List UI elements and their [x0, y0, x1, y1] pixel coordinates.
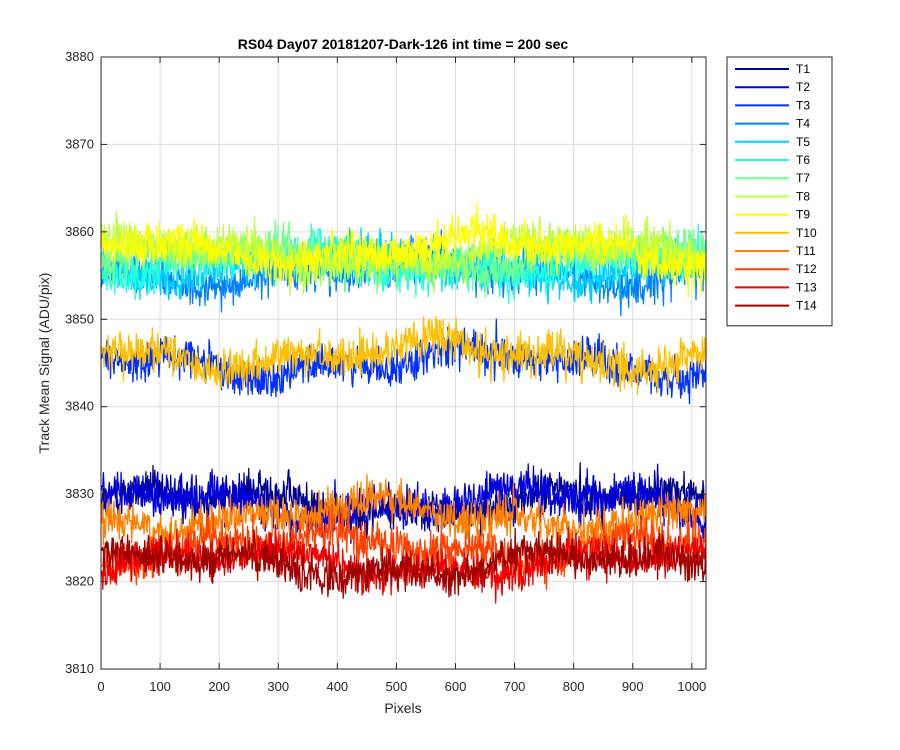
series-line-t8: [100, 210, 707, 297]
legend-box: [726, 56, 833, 327]
x-tick-label: 700: [504, 679, 526, 694]
y-axis-title: Track Mean Signal (ADU/pix): [36, 273, 52, 454]
x-axis-title: Pixels: [384, 700, 421, 716]
legend-label: T14: [796, 299, 817, 313]
series-line-t11: [100, 473, 707, 561]
y-tick-label: 3880: [65, 49, 94, 64]
y-tick-label: 3850: [65, 311, 94, 326]
axis-ticks: 0 100 200 300 400 500 600 700 800 900 1000 3810 3820…: [65, 49, 706, 694]
series-line-t14: [100, 527, 707, 599]
series-lines: [100, 202, 707, 604]
legend-label: T8: [796, 189, 810, 203]
x-tick-label: 200: [208, 679, 230, 694]
x-tick-label: 1000: [677, 679, 706, 694]
legend-label: T13: [796, 280, 817, 294]
y-tick-label: 3820: [65, 574, 94, 589]
plot-frame: [100, 56, 707, 670]
legend-label: T7: [796, 171, 810, 185]
legend-label: T6: [796, 153, 810, 167]
legend-label: T4: [796, 117, 810, 131]
chart-title: RS04 Day07 20181207-Dark-126 int time = …: [238, 36, 569, 52]
y-tick-label: 3830: [65, 486, 94, 501]
series-line-t2: [100, 463, 707, 540]
x-tick-label: 100: [149, 679, 171, 694]
legend-label: T10: [796, 226, 817, 240]
x-tick-label: 900: [622, 679, 644, 694]
y-tick-label: 3860: [65, 224, 94, 239]
legend-label: T5: [796, 135, 810, 149]
legend-label: T12: [796, 262, 817, 276]
y-tick-label: 3840: [65, 399, 94, 414]
legend-label: T11: [796, 244, 816, 258]
x-tick-label: 600: [445, 679, 467, 694]
y-tick-label: 3870: [65, 136, 94, 151]
x-tick-label: 800: [563, 679, 585, 694]
series-line-t10: [100, 315, 707, 396]
legend-label: T9: [796, 208, 810, 222]
series-line-t9: [100, 202, 707, 298]
x-tick-label: 500: [386, 679, 408, 694]
legend-label: T1: [796, 62, 810, 76]
x-tick-label: 0: [97, 679, 104, 694]
legend-label: T3: [796, 98, 810, 112]
x-tick-label: 300: [267, 679, 289, 694]
y-tick-label: 3810: [65, 661, 94, 676]
legend-label: T2: [796, 80, 810, 94]
x-tick-label: 400: [326, 679, 348, 694]
legend: T1 T2 T3 T4 T5 T6 T7 T8 T9 T10 T11 T12 T13 T14: [726, 56, 833, 327]
series-line-t3: [100, 318, 707, 405]
